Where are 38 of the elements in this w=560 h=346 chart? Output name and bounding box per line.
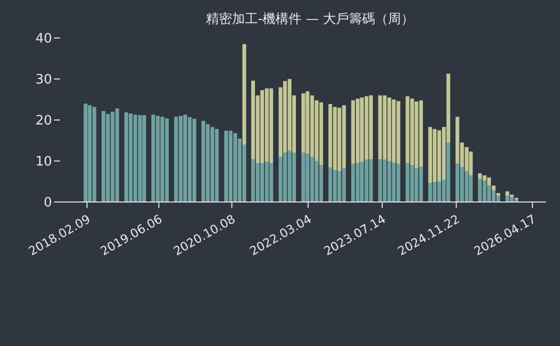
bar: [183, 114, 188, 202]
bar: [260, 90, 264, 164]
bar: [188, 117, 192, 202]
y-tick-label: 0: [44, 196, 52, 211]
bar: [387, 97, 392, 161]
bar: [156, 116, 160, 202]
y-tick-label: 20: [35, 114, 52, 129]
bar: [151, 114, 156, 202]
bar: [301, 93, 306, 153]
y-tick-label: 10: [35, 154, 52, 170]
bar: [428, 183, 432, 202]
bar: [242, 44, 246, 145]
bar: [269, 88, 274, 164]
y-tick-label: 40: [35, 32, 52, 47]
bar: [124, 112, 128, 202]
bar: [510, 194, 514, 198]
y-tick-label: 30: [35, 72, 52, 88]
bar: [468, 175, 473, 202]
bar: [128, 113, 133, 202]
bar: [301, 152, 306, 202]
bar: [264, 88, 269, 162]
bar: [428, 126, 432, 184]
bar: [214, 129, 219, 202]
bar: [88, 105, 92, 202]
bar: [142, 115, 146, 202]
bar: [496, 192, 500, 196]
bar: [192, 118, 196, 202]
bar: [505, 191, 510, 196]
bar: [264, 162, 269, 202]
bar: [201, 120, 206, 202]
bar: [269, 163, 274, 202]
bar: [387, 161, 392, 202]
bar: [92, 106, 96, 202]
bar: [492, 186, 496, 191]
chart-title: 精密加工-機構件 — 大戶籌碼（周）: [205, 11, 415, 28]
bar: [84, 104, 88, 202]
bar: [260, 163, 264, 202]
bar: [446, 142, 450, 202]
